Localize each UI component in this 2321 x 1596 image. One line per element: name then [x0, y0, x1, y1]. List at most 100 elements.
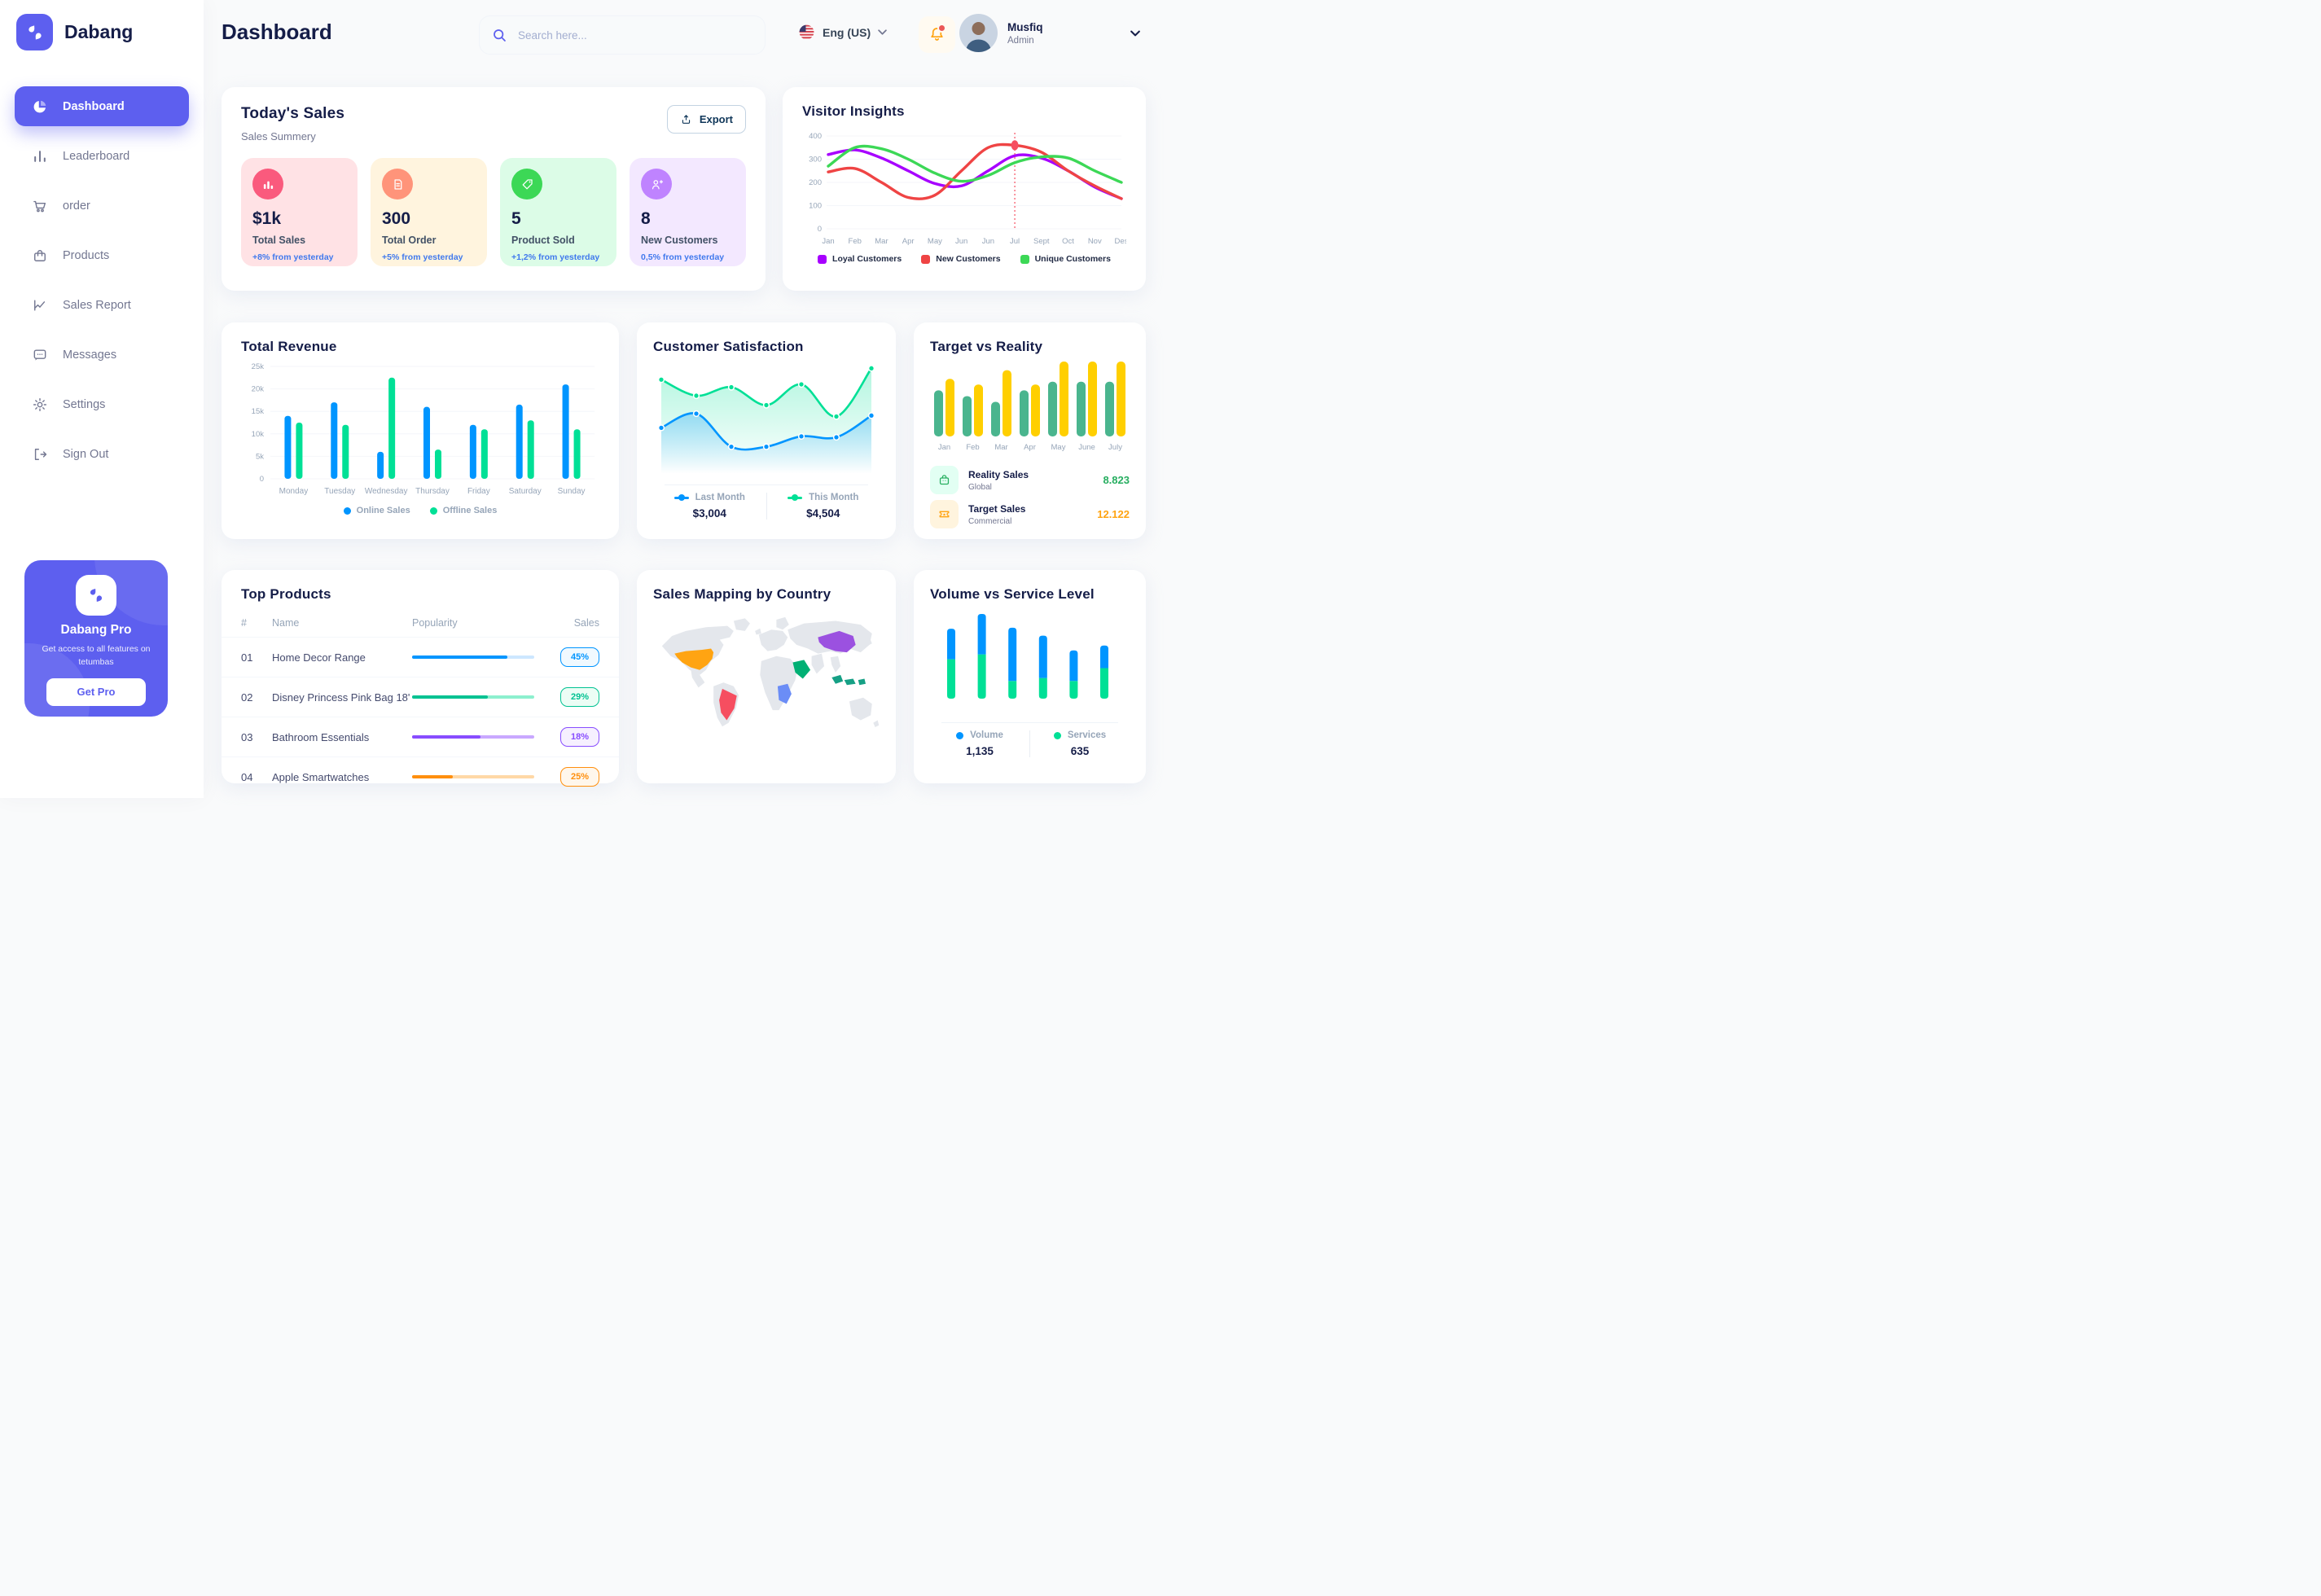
col-popularity: Popularity — [412, 617, 458, 629]
customer-satisfaction-legend: Last Month $3,004 This Month $4,504 — [653, 493, 880, 520]
legend-label: Services — [1067, 730, 1107, 740]
export-label: Export — [699, 113, 733, 125]
svg-text:May: May — [928, 237, 942, 246]
kpi-delta: +8% from yesterday — [252, 252, 334, 262]
brand: Dabang — [0, 0, 204, 50]
svg-text:100: 100 — [809, 202, 822, 211]
svg-text:Apr: Apr — [1024, 443, 1036, 452]
product-num: 02 — [241, 691, 253, 704]
svg-text:Jun: Jun — [982, 237, 994, 246]
sidebar-item-messages[interactable]: Messages — [15, 335, 189, 375]
volume-vs-service-title: Volume vs Service Level — [930, 586, 1095, 602]
legend-value: 1,135 — [966, 745, 994, 757]
sidebar-item-sign-out[interactable]: Sign Out — [15, 434, 189, 474]
sidebar-item-order[interactable]: order — [15, 186, 189, 226]
sidebar-item-products[interactable]: Products — [15, 235, 189, 275]
country-indonesia[interactable] — [831, 674, 867, 686]
pro-upgrade-card: Dabang Pro Get access to all features on… — [24, 560, 168, 717]
volume-vs-service-card: Volume vs Service Level Volume 1,135 Ser… — [914, 570, 1146, 783]
legend-label: New Customers — [936, 254, 1001, 264]
get-pro-button[interactable]: Get Pro — [46, 677, 146, 706]
legend-label: Volume — [970, 730, 1003, 740]
legend-label: Offline Sales — [442, 506, 498, 515]
svg-text:Jul: Jul — [1010, 237, 1020, 246]
volume-legend-dot — [956, 731, 964, 739]
product-row: 03 Bathroom Essentials 18% — [222, 717, 619, 756]
sales-mini-card: 5 Product Sold +1,2% from yesterday — [500, 158, 616, 266]
target-vs-reality-card: Target vs Reality Jan Feb Mar Apr May June Jul… — [914, 322, 1146, 539]
svg-text:400: 400 — [809, 132, 822, 141]
col-sales: Sales — [573, 617, 599, 629]
svg-text:Tuesday: Tuesday — [324, 487, 355, 496]
sidebar-item-leaderboard[interactable]: Leaderboard — [15, 136, 189, 176]
sidebar-item-dashboard[interactable]: Dashboard — [15, 86, 189, 126]
product-sales-badge: 29% — [560, 687, 599, 707]
us-flag-icon — [798, 24, 815, 41]
pro-title: Dabang Pro — [60, 623, 132, 637]
product-name: Disney Princess Pink Bag 18' — [272, 691, 410, 704]
kpi-value: 8 — [641, 209, 651, 228]
svg-text:Mar: Mar — [875, 237, 888, 246]
product-row: 04 Apple Smartwatches 25% — [222, 756, 619, 796]
page-title: Dashboard — [222, 20, 332, 44]
sidebar-item-sales-report[interactable]: Sales Report — [15, 285, 189, 325]
summary-label: Target Sales — [968, 502, 1026, 515]
sidebar-item-label: Sales Report — [63, 298, 131, 312]
legend-item: New Customers — [921, 254, 1001, 264]
legend-item: Online Sales — [343, 506, 410, 515]
svg-text:Nov: Nov — [1088, 237, 1102, 246]
top-products-title: Top Products — [241, 586, 331, 602]
svg-text:Sept: Sept — [1033, 237, 1050, 246]
export-button[interactable]: Export — [666, 105, 746, 134]
target-summary-row: Reality Sales Global 8.823 — [914, 460, 1146, 494]
sidebar-item-label: Messages — [63, 348, 117, 362]
today-sales-card: Today's Sales Sales Summery Export $1k T… — [222, 87, 766, 291]
notifications-button[interactable] — [919, 16, 955, 53]
legend-label: Unique Customers — [1034, 254, 1111, 264]
country-china[interactable] — [818, 630, 856, 653]
svg-text:Sunday: Sunday — [558, 487, 586, 496]
country-dr-congo[interactable] — [777, 683, 792, 704]
country-brazil[interactable] — [719, 688, 737, 721]
customer-satisfaction-card: Customer Satisfaction Last Month $3,004 … — [637, 322, 896, 539]
sidebar-item-label: Settings — [63, 397, 106, 411]
summary-sublabel: Global — [968, 482, 992, 492]
legend-value: 635 — [1070, 745, 1090, 757]
satisfaction-legend-marker — [788, 493, 803, 501]
svg-text:0: 0 — [818, 225, 822, 234]
new-customer-icon — [641, 169, 672, 200]
kpi-value: $1k — [252, 209, 282, 228]
chevron-down-icon — [1130, 30, 1140, 37]
col-num: # — [241, 617, 247, 629]
bag-icon — [31, 248, 49, 264]
col-name: Name — [272, 617, 300, 629]
chart-bars-icon — [252, 169, 283, 200]
svg-text:Jan: Jan — [938, 443, 950, 452]
product-name: Apple Smartwatches — [272, 770, 370, 783]
country-united-states[interactable] — [674, 648, 714, 670]
visitor-insights-legend: Loyal Customers New Customers Unique Cus… — [802, 254, 1126, 264]
legend-item: Volume 1,135 — [930, 730, 1029, 757]
search-input[interactable] — [516, 28, 752, 42]
product-popularity-bar — [412, 735, 534, 739]
export-icon — [680, 113, 692, 125]
user-name: Musfiq — [1007, 20, 1043, 33]
svg-text:May: May — [1051, 443, 1066, 452]
top-products-header: # Name Popularity Sales — [222, 609, 619, 637]
language-selector[interactable]: Eng (US) — [798, 24, 887, 41]
product-name: Home Decor Range — [272, 651, 366, 664]
user-profile[interactable]: Musfiq Admin — [959, 14, 1147, 52]
avatar — [959, 14, 998, 52]
divider — [665, 484, 868, 485]
revenue-legend-dot — [343, 506, 351, 515]
satisfaction-legend-marker — [673, 493, 689, 501]
sidebar-item-settings[interactable]: Settings — [15, 384, 189, 424]
legend-value: $4,504 — [806, 507, 840, 520]
svg-text:Mar: Mar — [994, 443, 1007, 452]
visitor-insights-title: Visitor Insights — [802, 103, 905, 119]
svg-text:Oct: Oct — [1062, 237, 1074, 246]
popularity-fill — [412, 735, 480, 739]
today-sales-title: Today's Sales — [241, 105, 345, 122]
summary-sublabel: Commercial — [968, 516, 1012, 526]
